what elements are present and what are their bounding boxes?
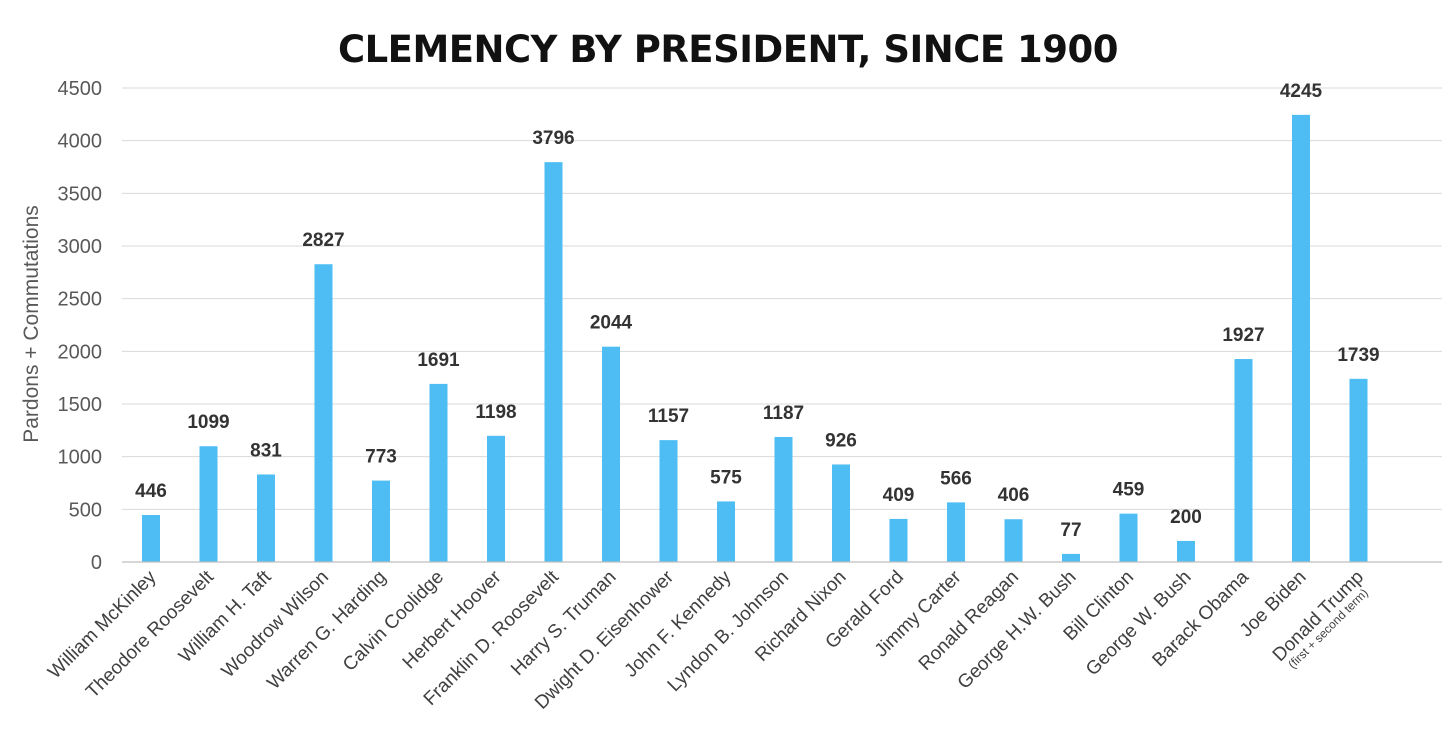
bars (142, 114, 1368, 563)
y-tick-label: 3500 (58, 183, 103, 205)
y-tick-label: 3000 (58, 236, 103, 258)
bar (544, 162, 563, 562)
bar (1177, 540, 1195, 562)
y-axis-title: Pardons + Commutations (20, 205, 43, 443)
data-label: 566 (940, 468, 972, 489)
x-tick: William McKinley (44, 566, 161, 683)
y-tick-label: 0 (91, 552, 102, 574)
y-tick-label: 500 (69, 499, 102, 521)
y-tick-label: 1500 (58, 394, 103, 416)
bar (487, 435, 505, 562)
data-label: 4245 (1280, 81, 1323, 102)
data-label: 3796 (532, 128, 574, 149)
x-tick: Woodrow Wilson (218, 567, 333, 682)
chart-title: CLEMENCY BY PRESIDENT, SINCE 1900 (338, 28, 1118, 71)
data-label: 831 (250, 440, 282, 461)
x-tick-label: William McKinley (44, 566, 161, 683)
bar (1349, 378, 1368, 562)
bar (372, 480, 390, 562)
x-tick: Harry S. Truman (507, 567, 620, 680)
data-label: 1157 (648, 406, 689, 427)
bar (947, 502, 965, 562)
x-tick: Ronald Reagan (915, 567, 1023, 675)
data-label: 446 (135, 481, 167, 502)
x-tick-label: Woodrow Wilson (218, 567, 333, 682)
bar (602, 346, 620, 562)
x-tick-label: Harry S. Truman (507, 567, 620, 680)
bar (1004, 519, 1023, 562)
bar (1062, 553, 1080, 562)
bar (717, 501, 735, 562)
data-label: 1099 (187, 412, 229, 433)
data-label: 1691 (417, 350, 460, 371)
bar (659, 440, 678, 562)
bar (257, 474, 275, 562)
bar (1119, 513, 1138, 562)
y-tick-label: 1000 (58, 447, 103, 469)
y-tick-label: 4500 (58, 78, 103, 100)
bar (199, 446, 218, 562)
x-tick-label: John F. Kennedy (621, 566, 736, 681)
data-label: 1198 (475, 402, 516, 423)
x-tick: George W. Bush (1082, 567, 1195, 680)
data-label: 406 (998, 485, 1030, 506)
y-tick-label: 2500 (58, 289, 103, 311)
bar (142, 515, 160, 562)
data-label: 575 (710, 467, 742, 488)
x-tick: Calvin Coolidge (339, 567, 448, 676)
data-labels: 446 1099 831 2827 773 1691 1198 3796 2044 1157 575… (135, 81, 1379, 541)
bar (889, 518, 908, 562)
gridlines (122, 87, 1442, 510)
x-tick-label: George W. Bush (1082, 567, 1195, 680)
x-tick-label: Calvin Coolidge (339, 567, 448, 676)
data-label: 1739 (1337, 345, 1379, 366)
data-label: 773 (365, 447, 397, 468)
bar (1292, 114, 1310, 563)
y-tick-label: 2000 (58, 341, 103, 363)
x-tick-label: Ronald Reagan (915, 567, 1023, 675)
data-label: 459 (1113, 480, 1145, 501)
x-tick: Herbert Hoover (399, 566, 506, 673)
x-tick: John F. Kennedy (621, 566, 736, 681)
data-label: 200 (1170, 507, 1202, 528)
x-tick-label: Herbert Hoover (399, 566, 506, 673)
data-label: 77 (1060, 520, 1081, 541)
bar (314, 264, 333, 562)
data-label: 926 (825, 430, 857, 451)
data-label: 1927 (1222, 325, 1264, 346)
data-label: 2044 (590, 313, 633, 334)
data-label: 2827 (302, 230, 344, 251)
data-label: 409 (883, 485, 915, 506)
bar (429, 383, 448, 562)
bar (1234, 359, 1253, 562)
bar (774, 436, 793, 562)
data-label: 1187 (763, 403, 804, 424)
y-axis-ticks: 0 500 1000 1500 2000 2500 3000 3500 4000 4500 (58, 78, 103, 574)
bar (832, 464, 850, 562)
y-tick-label: 4000 (58, 131, 103, 153)
